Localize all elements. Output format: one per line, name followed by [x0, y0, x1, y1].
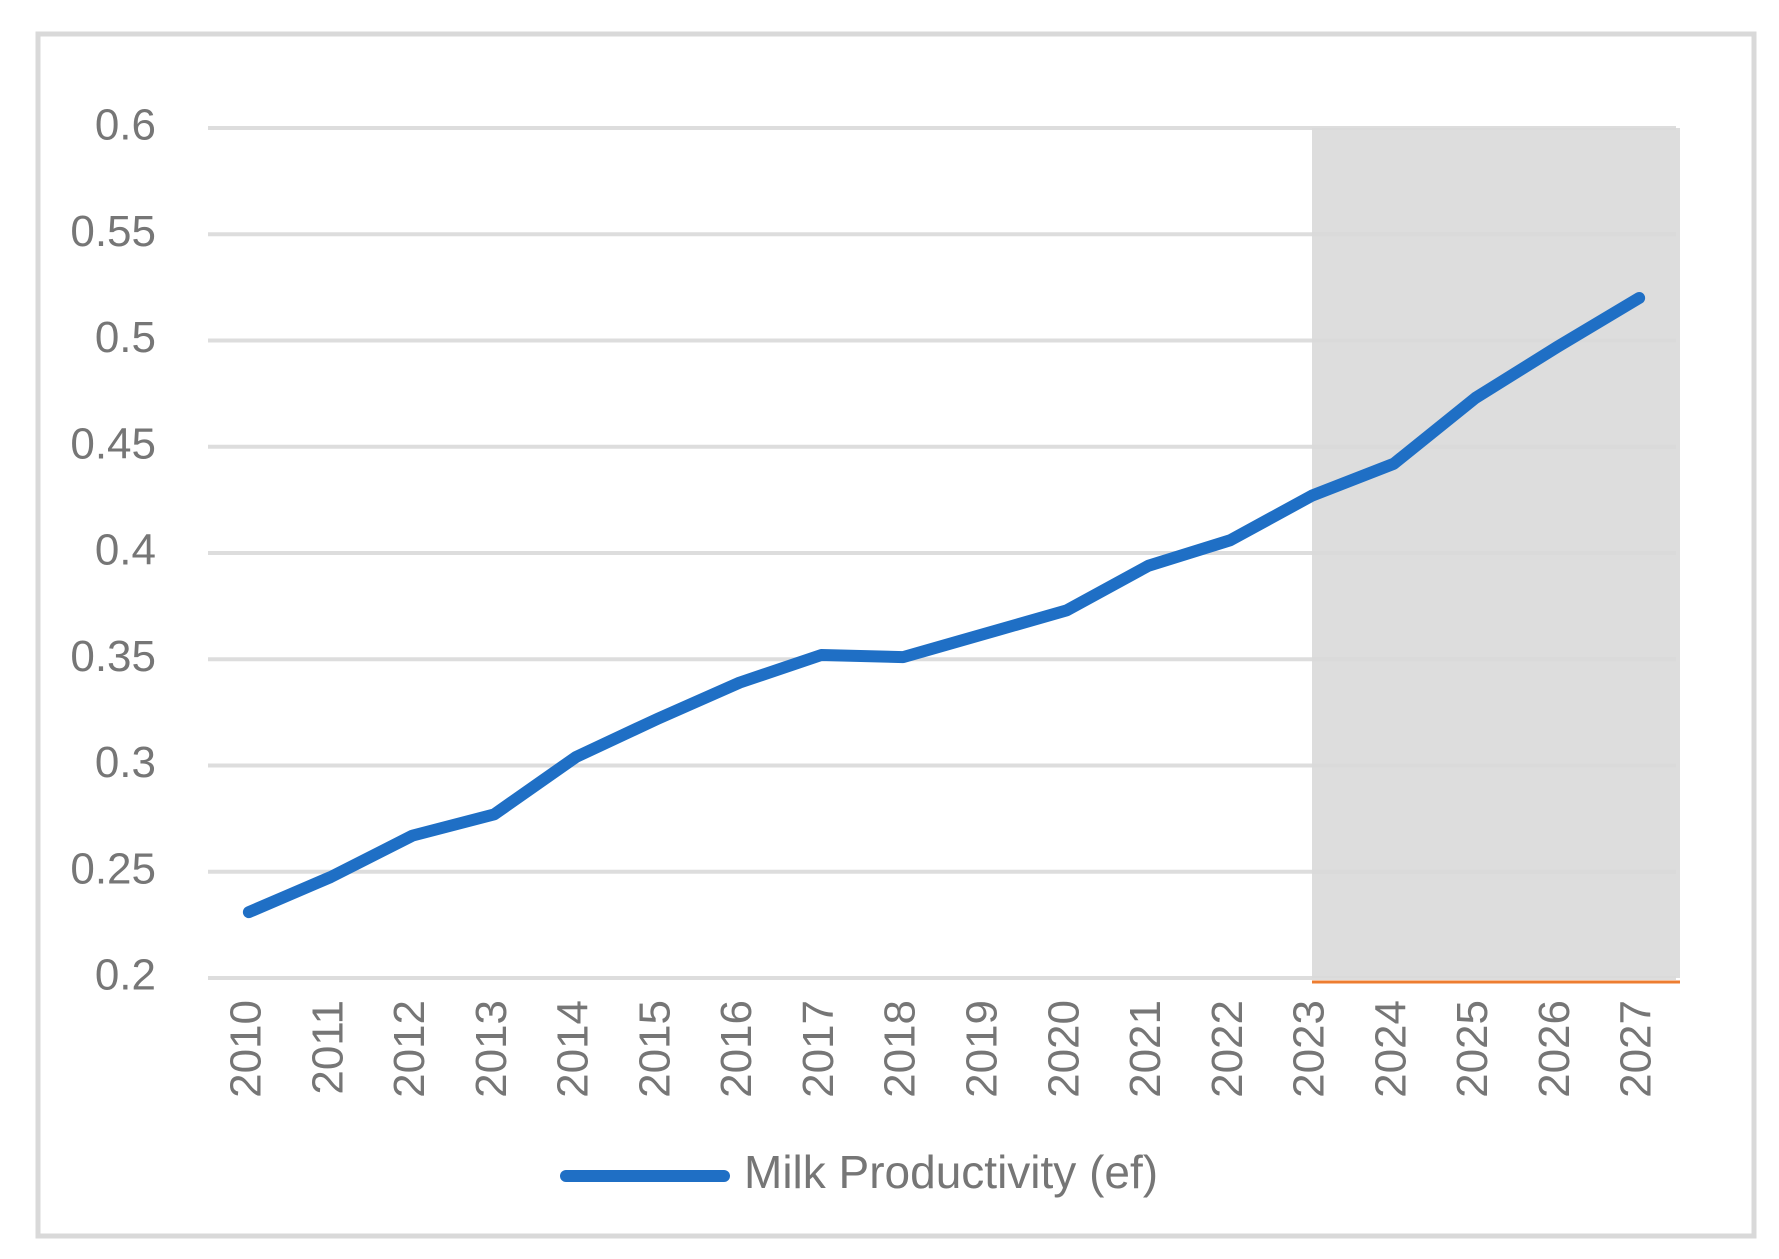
y-tick-label: 0.2 — [95, 951, 156, 1000]
x-tick-label: 2013 — [467, 1000, 516, 1098]
legend-label: Milk Productivity (ef) — [744, 1146, 1158, 1198]
x-tick-label: 2016 — [712, 1000, 761, 1098]
x-tick-label: 2012 — [385, 1000, 434, 1098]
x-tick-label: 2011 — [303, 1000, 352, 1095]
x-tick-label: 2015 — [630, 1000, 679, 1098]
x-tick-label: 2010 — [222, 1000, 271, 1098]
x-tick-label: 2021 — [1121, 1000, 1170, 1098]
x-tick-label: 2019 — [958, 1000, 1007, 1098]
line — [242, 292, 1646, 919]
x-tick-label: 2020 — [1039, 1000, 1088, 1098]
y-tick-label: 0.5 — [95, 313, 156, 362]
y-tick-label: 0.25 — [70, 844, 156, 893]
y-tick-label: 0.55 — [70, 207, 156, 256]
x-tick-label: 2024 — [1366, 1000, 1415, 1098]
y-tick-label: 0.3 — [95, 738, 156, 787]
y-tick-label: 0.4 — [95, 526, 156, 575]
x-tick-label: 2026 — [1530, 1000, 1579, 1098]
x-tick-label: 2018 — [876, 1000, 925, 1098]
x-tick-label: 2025 — [1448, 1000, 1497, 1098]
x-tick-label: 2022 — [1203, 1000, 1252, 1098]
x-tick-label: 2017 — [794, 1000, 843, 1098]
y-tick-label: 0.6 — [95, 101, 156, 150]
x-tick-label: 2023 — [1285, 1000, 1334, 1098]
y-tick-label: 0.45 — [70, 419, 156, 468]
x-tick-label: 2014 — [549, 1000, 598, 1098]
y-tick-label: 0.35 — [70, 632, 156, 681]
x-tick-label: 2027 — [1612, 1000, 1661, 1098]
